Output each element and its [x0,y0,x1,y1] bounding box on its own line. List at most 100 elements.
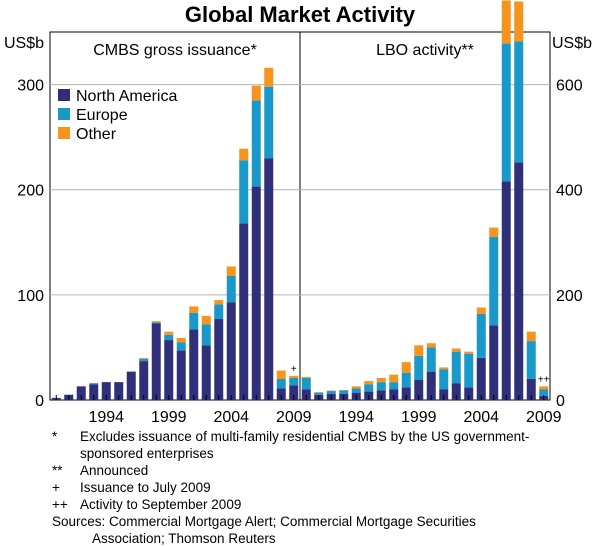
y-tick-label: 0 [35,393,44,410]
bar-other [489,227,499,238]
bar-europe [451,351,461,384]
legend-swatch-other [58,127,70,139]
bar-north-america [226,302,236,400]
footnote: + Issuance to July 2009 [52,479,592,496]
x-tick-label: 1994 [338,409,374,426]
x-tick-label: 1999 [151,409,187,426]
axes-layer: 0 100 200 300 1994 1999 2004 2009 +0 200 400 600 199… [17,78,583,426]
bar-other [201,315,211,325]
bar-europe [139,358,149,362]
bar-europe [514,41,524,163]
bar-north-america [214,319,224,400]
bar-other [289,375,299,378]
x-tick-label: 2009 [276,409,312,426]
bar-other [339,390,349,391]
y-tick-label: 200 [17,183,44,200]
bar-north-america [164,340,174,400]
bar-other [539,386,549,390]
bar-other [501,0,511,44]
bar-europe [264,86,274,159]
bar-other [251,85,261,101]
sources-line-2: Association; Thomson Reuters [92,531,276,546]
bar-europe [226,275,236,303]
bar-other [414,345,424,356]
bar-north-america [289,385,299,400]
bar-europe [439,369,449,390]
annotation-marker: + [291,364,297,375]
bar-other [226,266,236,276]
sources-line-1: Commercial Mortgage Alert; Commercial Mo… [109,514,476,529]
bar-europe [276,378,286,389]
bar-north-america [276,388,286,400]
bar-europe [301,377,311,390]
x-tick-label: 1994 [88,409,124,426]
legend: North America Europe Other [58,88,177,143]
sources-label: Sources: [52,514,106,529]
bar-other [239,148,249,161]
bar-europe [351,388,361,393]
footnote-text: Activity to September 2009 [80,497,242,512]
bar-europe [201,324,211,346]
bar-europe [539,389,549,396]
bars-layer [51,0,549,400]
bar-north-america [451,383,461,400]
bar-north-america [301,389,311,400]
bar-other [276,370,286,379]
bar-europe [401,372,411,388]
bar-europe [164,334,174,341]
bar-europe [89,383,99,385]
bar-europe [151,322,161,324]
x-tick-label: 2004 [463,409,499,426]
bar-europe [314,392,324,395]
bar-other [176,337,186,343]
bar-europe [289,377,299,386]
legend-label-other: Other [76,126,117,143]
bar-other [451,348,461,352]
bar-north-america [426,371,436,400]
bar-north-america [476,357,486,400]
bar-north-america [126,371,136,400]
bar-europe [414,355,424,381]
bar-north-america [201,345,211,400]
bar-north-america [514,162,524,400]
bar-other [364,381,374,385]
y-tick-label: 400 [556,183,583,200]
y-tick-label: 200 [556,288,583,305]
bar-other [464,351,474,354]
bar-other [264,67,274,87]
bar-other [376,377,386,383]
bar-other [526,331,536,342]
bar-other [351,386,361,389]
bar-europe [364,384,374,392]
bar-other [301,376,311,378]
bar-other [476,307,486,314]
sources-note: Sources: Commercial Mortgage Alert; Comm… [52,513,592,547]
bar-north-america [389,389,399,400]
bar-north-america [501,181,511,400]
y-tick-label: 300 [17,78,44,95]
x-tick-label: 2009 [526,409,562,426]
bar-europe [176,342,186,351]
bar-north-america [89,384,99,400]
footnote-symbol: + [52,480,60,495]
right-panel-title: LBO activity** [376,42,474,59]
bar-other [426,343,436,348]
x-tick-label: 1999 [401,409,437,426]
chart-title: Global Market Activity [185,2,416,27]
bar-other [189,306,199,313]
bar-other [139,357,149,359]
bar-north-america [239,223,249,400]
bar-north-america [264,158,274,400]
y-tick-label: 100 [17,288,44,305]
right-unit-label: US$b [552,35,592,52]
bar-north-america [76,386,86,400]
bar-europe [214,304,224,320]
footnote-symbol: * [52,429,58,444]
bar-europe [239,160,249,224]
bar-north-america [464,387,474,400]
bar-north-america [176,350,186,400]
bar-other [151,321,161,323]
left-unit-label: US$b [4,35,44,52]
bar-north-america [114,382,124,400]
